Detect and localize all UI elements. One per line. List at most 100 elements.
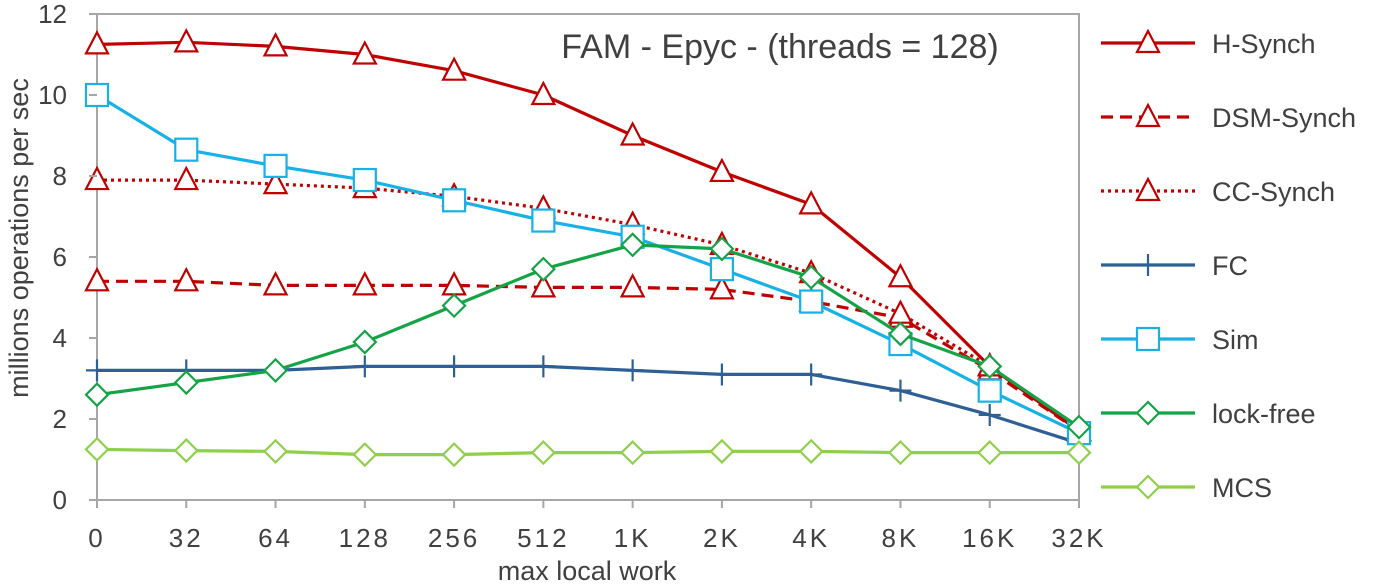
- y-tick-label: 8: [53, 161, 67, 191]
- legend-label-h-synch: H-Synch: [1212, 29, 1316, 59]
- legend-label-sim: Sim: [1212, 325, 1259, 355]
- x-tick-label: 4K: [792, 523, 830, 553]
- y-tick-label: 6: [53, 242, 67, 272]
- y-tick-label: 0: [53, 485, 67, 515]
- data-point-dsm-synch: [530, 273, 557, 298]
- legend-label-dsm-synch: DSM-Synch: [1212, 103, 1356, 133]
- data-point-fc: [800, 363, 823, 386]
- data-point-h-synch: [441, 56, 467, 81]
- data-point-sim: [263, 153, 288, 178]
- series-dsm-synch: [84, 266, 1092, 442]
- data-point-dsm-synch: [262, 270, 289, 296]
- legend-item-dsm-synch: DSM-Synch: [1101, 102, 1356, 133]
- data-point-mcs: [620, 440, 646, 466]
- x-tick-label: 256: [428, 523, 480, 553]
- data-point-mcs: [352, 442, 378, 468]
- legend-item-cc-synch: CC-Synch: [1101, 176, 1335, 207]
- data-point-fc: [621, 359, 644, 382]
- legend-marker-sim: [1135, 326, 1161, 352]
- x-tick-label: 2K: [703, 523, 741, 553]
- series-line-cc-synch: [97, 178, 1080, 433]
- legend-label-fc: FC: [1212, 251, 1248, 281]
- legend-item-mcs: MCS: [1101, 473, 1272, 503]
- data-point-h-synch: [798, 189, 824, 215]
- data-point-h-synch: [887, 262, 914, 288]
- data-point-dsm-synch: [173, 266, 200, 292]
- data-point-sim: [352, 167, 377, 193]
- data-point-lock-free: [620, 232, 646, 258]
- data-point-h-synch: [530, 80, 557, 106]
- data-point-h-synch: [173, 27, 200, 53]
- data-point-lock-free: [173, 369, 199, 396]
- series-line-fc: [97, 364, 1080, 445]
- data-point-lock-free: [887, 321, 914, 347]
- data-point-mcs: [84, 436, 110, 462]
- data-point-mcs: [262, 438, 289, 464]
- series-line-lock-free: [96, 243, 1080, 429]
- legend-marker-fc: [1137, 254, 1159, 276]
- data-point-lock-free: [352, 329, 378, 355]
- data-point-mcs: [173, 438, 199, 464]
- series-cc-synch: [84, 165, 1092, 442]
- data-point-cc-synch: [84, 165, 110, 191]
- series-line-mcs: [96, 447, 1079, 457]
- data-point-mcs: [530, 440, 556, 466]
- series-fc: [86, 355, 1090, 455]
- series-lock-free: [84, 232, 1092, 440]
- data-point-lock-free: [530, 256, 556, 282]
- x-tick-label: 32K: [1051, 523, 1106, 553]
- data-point-mcs: [441, 442, 467, 468]
- data-point-fc: [978, 403, 1001, 426]
- x-tick-label: 8K: [882, 523, 920, 553]
- legend-marker-h-synch: [1135, 28, 1161, 54]
- data-point-cc-synch: [887, 299, 914, 324]
- legend: H-Synch DSM-Synch CC-Synch FC Sim lock-free MC…: [1101, 28, 1356, 503]
- data-point-lock-free: [441, 293, 467, 319]
- data-point-dsm-synch: [619, 273, 646, 298]
- data-point-fc: [443, 355, 466, 378]
- y-tick-label: 4: [53, 323, 67, 353]
- x-axis-ticks: 0 32 64 128 256 512 1K 2K 4K 8K 16K 32K: [88, 500, 1106, 553]
- data-point-lock-free: [798, 264, 824, 290]
- data-point-h-synch: [84, 30, 110, 55]
- data-point-mcs: [798, 438, 824, 464]
- x-tick-label: 0: [88, 523, 105, 553]
- chart-title: FAM - Epyc - (threads = 128): [561, 28, 998, 66]
- series-line-h-synch: [96, 40, 1080, 433]
- data-point-sim: [174, 137, 199, 162]
- data-point-dsm-synch: [352, 270, 378, 296]
- legend-label-lock-free: lock-free: [1212, 399, 1316, 429]
- data-point-lock-free: [262, 357, 289, 383]
- x-tick-label: 16K: [962, 523, 1017, 553]
- data-point-cc-synch: [262, 169, 289, 195]
- data-point-sim: [531, 208, 556, 233]
- data-point-sim: [441, 188, 467, 213]
- data-point-mcs: [887, 440, 914, 466]
- legend-item-h-synch: H-Synch: [1101, 28, 1316, 59]
- data-point-fc: [353, 355, 376, 378]
- series-layer: [84, 27, 1092, 468]
- legend-marker-dsm-synch: [1135, 102, 1161, 128]
- data-point-fc: [889, 379, 912, 402]
- data-point-dsm-synch: [84, 266, 110, 292]
- x-tick-label: 64: [258, 523, 293, 553]
- legend-item-sim: Sim: [1101, 325, 1259, 355]
- data-point-dsm-synch: [709, 275, 735, 300]
- data-point-mcs: [709, 438, 735, 464]
- series-line-sim: [96, 93, 1080, 435]
- series-mcs: [84, 436, 1092, 468]
- data-point-fc: [710, 363, 733, 386]
- series-sim: [84, 82, 1092, 446]
- data-point-lock-free: [1066, 414, 1092, 440]
- data-point-mcs: [1066, 440, 1092, 466]
- data-point-h-synch: [352, 40, 378, 65]
- data-point-sim: [977, 378, 1002, 403]
- y-axis-label: millions operations per sec: [4, 78, 34, 398]
- x-tick-label: 1K: [614, 523, 652, 553]
- legend-marker-lock-free: [1135, 400, 1161, 426]
- data-point-mcs: [977, 440, 1003, 466]
- legend-item-lock-free: lock-free: [1101, 399, 1316, 429]
- y-tick-label: 10: [38, 80, 67, 110]
- legend-marker-cc-synch: [1135, 176, 1161, 202]
